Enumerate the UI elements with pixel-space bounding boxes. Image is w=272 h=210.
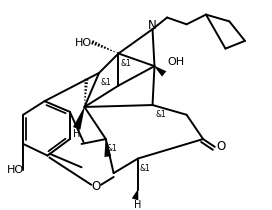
Text: N: N	[148, 19, 157, 32]
Text: H: H	[134, 200, 142, 210]
Text: O: O	[91, 180, 101, 193]
Text: &1: &1	[107, 144, 118, 153]
Text: H: H	[73, 129, 80, 139]
Polygon shape	[73, 107, 85, 130]
Polygon shape	[154, 66, 166, 77]
Text: &1: &1	[120, 59, 131, 68]
Text: HO: HO	[7, 165, 24, 175]
Polygon shape	[104, 139, 111, 157]
Text: OH: OH	[167, 57, 184, 67]
Polygon shape	[132, 190, 138, 200]
Text: &1: &1	[140, 164, 151, 173]
Text: O: O	[217, 140, 226, 153]
Text: HO: HO	[75, 38, 92, 48]
Text: &1: &1	[156, 110, 166, 119]
Text: &1: &1	[101, 78, 112, 87]
